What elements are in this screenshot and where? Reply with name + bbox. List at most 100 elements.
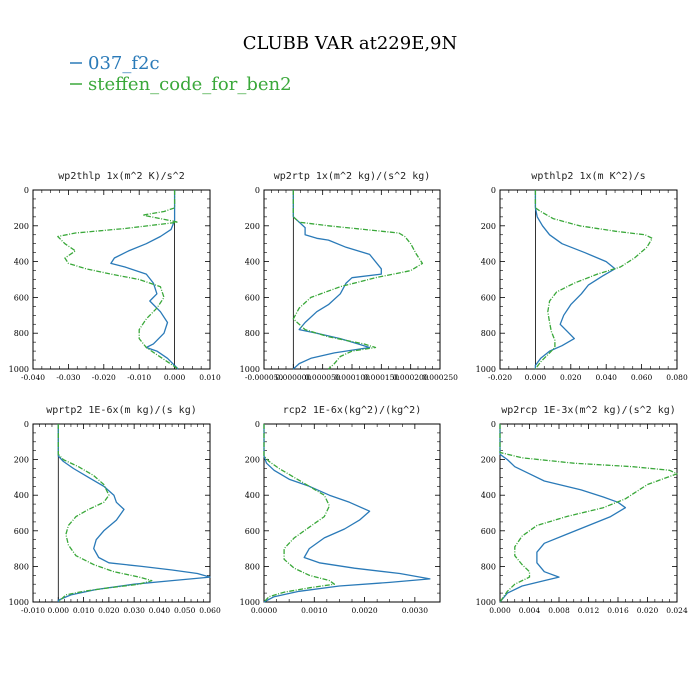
chart-panel: wp2thlp 1x(m^2 K)/s^2 -0.040 -0.030 -0.020 -… [9,171,221,382]
y-tick-label: 1000 [240,598,260,607]
series-line-037-f2c [110,190,179,370]
series-line-steffen-code-for-ben2 [57,190,179,370]
y-tick-label: 800 [481,329,496,338]
series-line-037-f2c [534,190,616,369]
x-tick-label: 0.020 [637,606,659,615]
x-tick-label: 0.0030 [402,606,428,615]
series-line-steffen-code-for-ben2 [263,424,336,603]
chart-panel: rcp2 1E-6x(kg^2)/(kg^2) 0.0000 0.0010 0.002… [240,405,441,615]
y-tick-label: 0 [491,186,496,195]
y-tick-label: 1000 [9,365,29,374]
x-tick-label: 0.0010 [301,606,327,615]
x-tick-label: 0.024 [666,606,688,615]
x-tick-label: -0.020 [488,373,512,382]
panel-title: wp2rtp 1x(m^2 kg)/(s^2 kg) [274,171,431,182]
x-tick-label: 0.000050 [305,373,341,382]
plot-frame [263,423,441,603]
chart-panel: wpthlp2 1x(m K^2)/s -0.020 0.000 0.020 0.040… [476,171,688,382]
x-tick-label: 0.000 [489,606,511,615]
y-tick-label: 400 [245,491,260,500]
plot-frame [32,189,211,370]
series-line-steffen-code-for-ben2 [292,190,424,370]
x-tick-label: 0.000 [48,606,70,615]
x-tick-label: 0.010 [73,606,95,615]
y-tick-label: 800 [14,329,29,338]
chart-panel: wp2rcp 1E-3x(m^2 kg)/(s^2 kg) 0.000 0.004 0… [476,405,688,615]
chart-title: CLUBB VAR at229E,9N [243,33,458,54]
x-tick-label: -0.040 [21,373,45,382]
series-line-steffen-code-for-ben2 [534,190,653,370]
y-tick-label: 600 [245,527,260,536]
series-line-steffen-code-for-ben2 [499,424,678,603]
y-tick-label: 0 [255,420,260,429]
x-tick-label: 0.010 [199,373,221,382]
y-tick-label: 600 [14,293,29,302]
y-tick-label: 1000 [476,598,496,607]
x-tick-label: -0.010 [127,373,151,382]
panel-title: wp2rcp 1E-3x(m^2 kg)/(s^2 kg) [501,405,676,416]
x-tick-label: 0.060 [199,606,221,615]
y-tick-label: 400 [14,258,29,267]
x-tick-label: -0.020 [92,373,116,382]
y-tick-label: 1000 [9,598,29,607]
panel-title: wpthlp2 1x(m K^2)/s [531,171,645,182]
panel-title: rcp2 1E-6x(kg^2)/(kg^2) [283,405,421,416]
legend: 037_f2c steffen_code_for_ben2 [70,53,292,95]
plot-frame [499,423,678,603]
x-tick-label: 0.000100 [334,373,370,382]
legend-label: 037_f2c [88,53,160,74]
y-tick-label: 400 [245,258,260,267]
x-tick-label: -0.010 [21,606,45,615]
chart-panel: wprtp2 1E-6x(m kg)/(s kg) -0.010 0.000 0.01… [9,405,221,615]
panel-title: wp2thlp 1x(m^2 K)/s^2 [58,171,184,182]
x-tick-label: 0.0000 [251,606,277,615]
x-tick-label: 0.040 [595,373,617,382]
y-tick-label: 400 [481,258,496,267]
series-line-steffen-code-for-ben2 [57,424,153,603]
series-line-037-f2c [499,424,627,603]
x-tick-label: 0.040 [149,606,171,615]
y-tick-label: 600 [245,293,260,302]
y-tick-label: 200 [245,222,260,231]
x-tick-label: 0.000250 [422,373,458,382]
legend-entry: 037_f2c [70,53,160,74]
panel-grid: wp2thlp 1x(m^2 K)/s^2 -0.040 -0.030 -0.020 -… [9,171,688,615]
x-tick-label: 0.004 [519,606,541,615]
y-tick-label: 600 [14,527,29,536]
x-tick-label: 0.016 [607,606,629,615]
x-tick-label: 0.000 [525,373,547,382]
y-tick-label: 800 [245,562,260,571]
y-tick-label: 600 [481,527,496,536]
y-tick-label: 0 [24,420,29,429]
y-tick-label: 800 [14,562,29,571]
y-tick-label: 200 [245,456,260,465]
series-line-037-f2c [292,190,382,370]
panel-title: wprtp2 1E-6x(m kg)/(s kg) [46,405,197,416]
x-tick-label: 0.060 [631,373,653,382]
y-tick-label: 600 [481,293,496,302]
x-tick-label: 0.008 [548,606,570,615]
x-tick-label: 0.0020 [351,606,377,615]
y-tick-label: 200 [14,222,29,231]
y-tick-label: 0 [491,420,496,429]
chart-panel: wp2rtp 1x(m^2 kg)/(s^2 kg)-0.0000500.000… [240,171,458,382]
x-tick-label: -0.000050 [245,373,284,382]
x-tick-label: 0.000000 [275,373,311,382]
plot-frame [499,189,678,370]
x-tick-label: 0.020 [560,373,582,382]
x-tick-label: 0.012 [578,606,600,615]
y-tick-label: 200 [14,456,29,465]
x-tick-label: 0.030 [123,606,145,615]
y-tick-label: 400 [481,491,496,500]
y-tick-label: 200 [481,222,496,231]
y-tick-label: 1000 [476,365,496,374]
legend-label: steffen_code_for_ben2 [88,74,292,95]
series-line-037-f2c [57,424,211,602]
x-tick-label: 0.000 [164,373,186,382]
y-tick-label: 800 [245,329,260,338]
y-tick-label: 800 [481,562,496,571]
x-tick-label: 0.050 [174,606,196,615]
y-tick-label: 1000 [240,365,260,374]
y-tick-label: 200 [481,456,496,465]
